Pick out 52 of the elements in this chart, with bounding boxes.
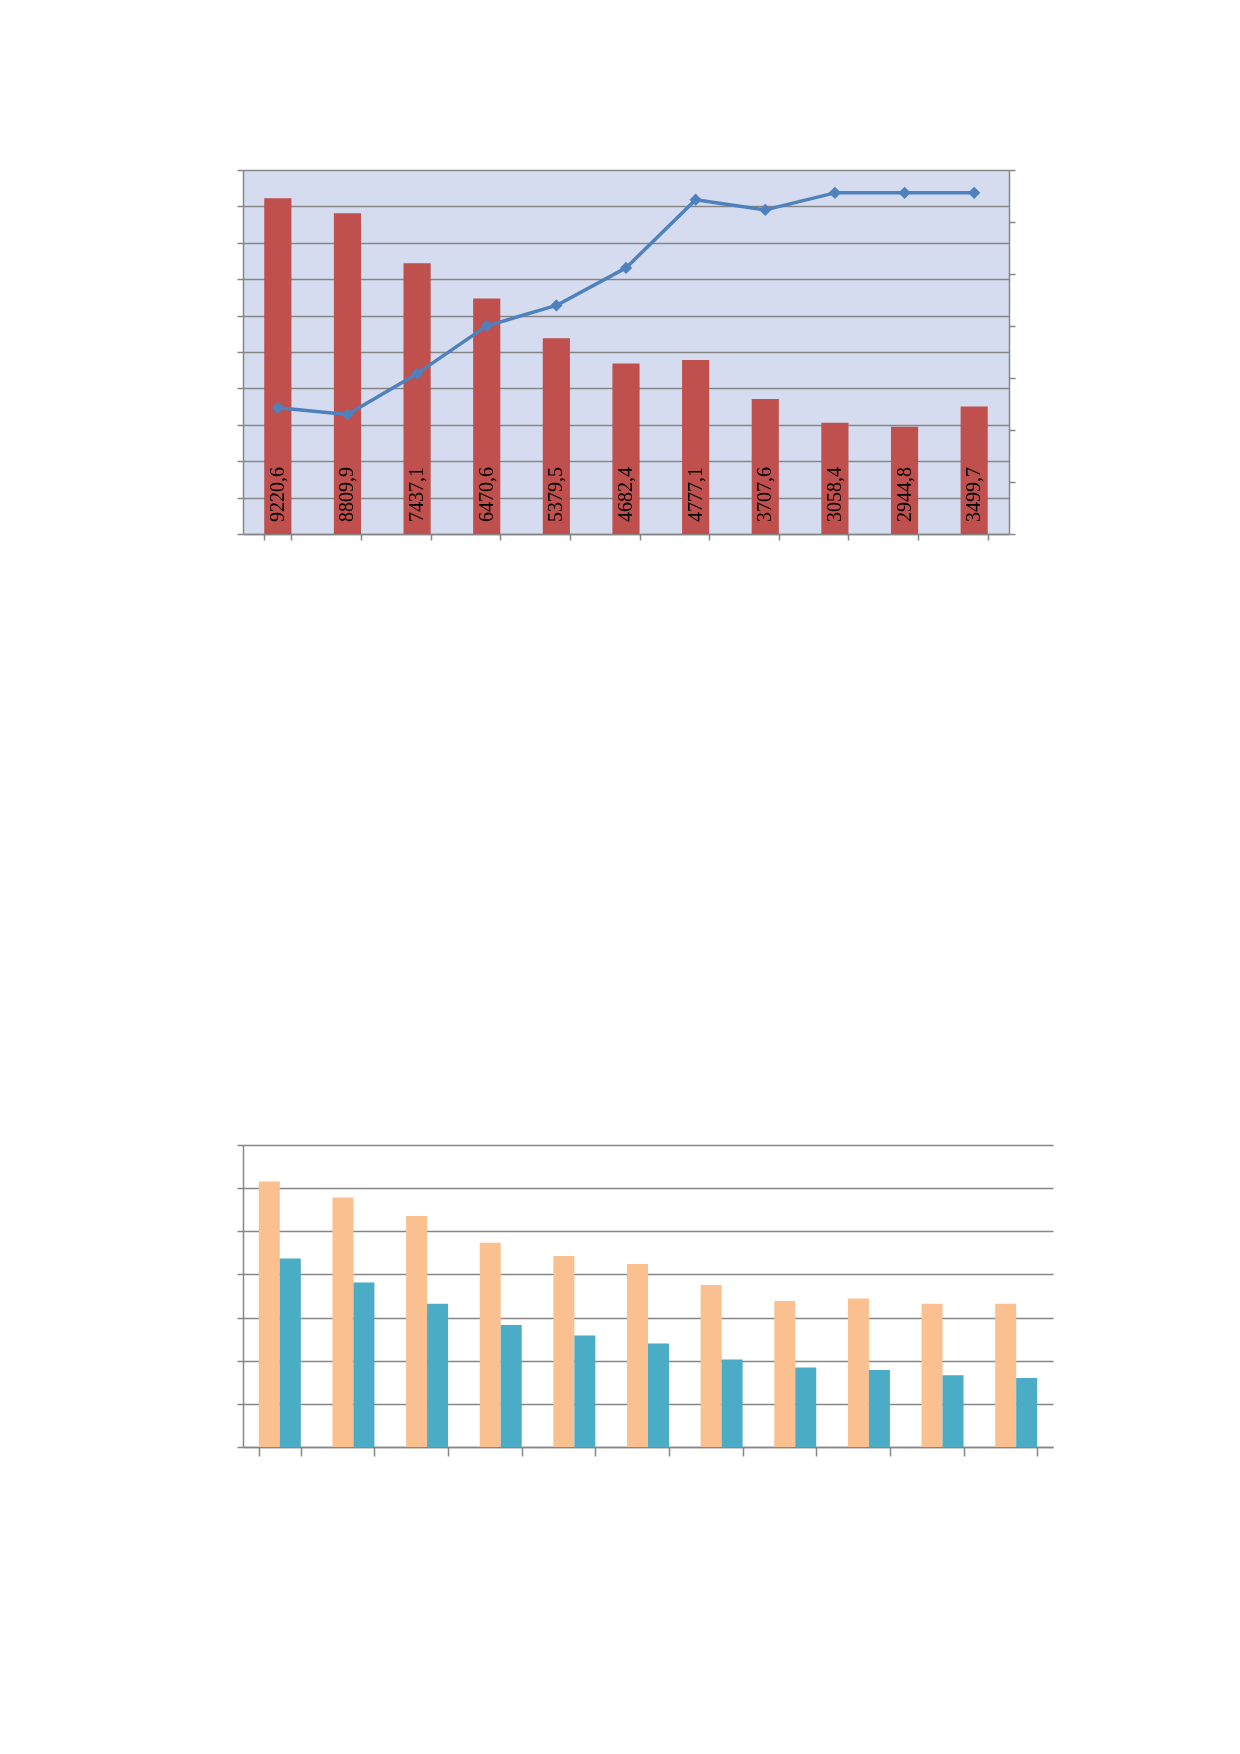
bar [473, 298, 501, 534]
bar [774, 1301, 796, 1447]
bar [333, 213, 362, 534]
point [550, 299, 563, 312]
data-label: 2944,8 [892, 467, 915, 522]
bar [406, 1216, 428, 1447]
bar [700, 1285, 722, 1447]
data-label: 3707,6 [753, 467, 776, 522]
bar [612, 363, 640, 534]
point [898, 186, 911, 199]
bar [427, 1303, 449, 1447]
bar [332, 1197, 354, 1447]
bar [847, 1298, 869, 1447]
data-label: 9220,6 [265, 467, 288, 522]
bar [751, 399, 779, 534]
bar [479, 1242, 501, 1447]
bar [574, 1335, 596, 1447]
data-label: 4777,1 [683, 467, 706, 522]
data-label: 7437,1 [405, 467, 428, 522]
data-label: 4682,4 [614, 467, 636, 522]
bar [403, 263, 431, 534]
bar [648, 1343, 669, 1447]
data-label: 8809,9 [335, 467, 358, 522]
bar [682, 360, 710, 534]
bar [353, 1282, 375, 1447]
point [271, 401, 284, 414]
bar [553, 1255, 575, 1447]
point [480, 319, 493, 333]
bar [721, 1359, 743, 1447]
bar [264, 198, 292, 534]
bar [279, 1258, 301, 1447]
bar [1016, 1378, 1038, 1447]
point [619, 261, 633, 275]
bar [542, 338, 570, 534]
point [341, 408, 354, 421]
bar [868, 1370, 890, 1447]
point [968, 186, 981, 199]
data-label: 3499,7 [962, 467, 985, 522]
bar [500, 1324, 522, 1447]
point [759, 203, 772, 217]
bar [995, 1303, 1017, 1447]
bar [627, 1263, 648, 1447]
point [410, 367, 424, 380]
point [828, 186, 842, 199]
data-label: 5379,5 [544, 467, 567, 522]
point [689, 193, 702, 206]
bar [921, 1303, 943, 1447]
data-label: 6470,6 [474, 467, 497, 522]
bar [795, 1367, 817, 1447]
data-label: 3058,4 [822, 467, 845, 522]
bar [942, 1375, 964, 1447]
bar [258, 1181, 280, 1447]
